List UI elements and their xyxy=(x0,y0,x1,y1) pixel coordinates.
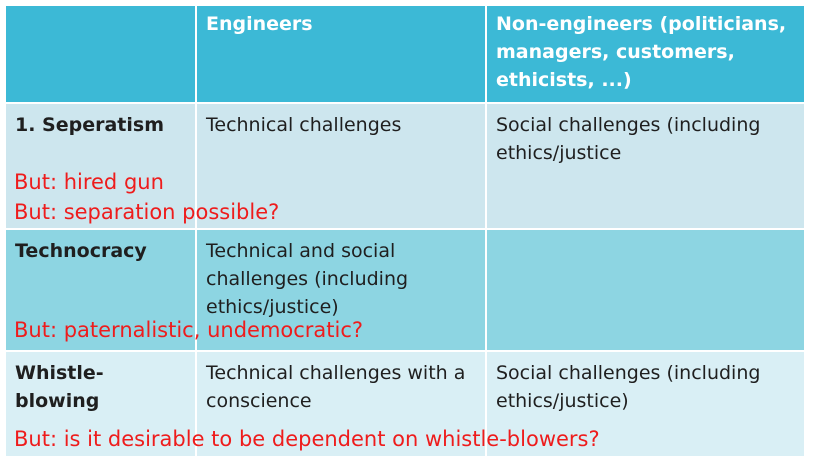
note-hired-gun: But: hired gun xyxy=(14,170,164,194)
table-row-separatism: 1. Seperatism Technical challenges Socia… xyxy=(6,102,804,230)
cell-technocracy-engineers: Technical and social challenges (includi… xyxy=(195,230,485,352)
note-paternalistic: But: paternalistic, undemocratic? xyxy=(14,318,364,342)
note-whistle-blowers-dependency: But: is it desirable to be dependent on … xyxy=(14,427,600,451)
table-header-row: Engineers Non-engineers (politicians, ma… xyxy=(6,6,804,102)
row-label-technocracy: Technocracy xyxy=(15,240,147,262)
header-cell-non-engineers: Non-engineers (politicians, managers, cu… xyxy=(485,6,804,102)
cell-technocracy-non-engineers xyxy=(485,230,804,352)
cell-separatism-engineers: Technical challenges xyxy=(195,104,485,230)
cell-separatism-non-engineers: Social challenges (including ethics/just… xyxy=(485,104,804,230)
comparison-table: Engineers Non-engineers (politicians, ma… xyxy=(6,6,804,456)
header-cell-empty xyxy=(6,6,195,102)
row-label-separatism: 1. Seperatism xyxy=(15,114,165,136)
cell-whistle-blowing-non-engineers: Social challenges (including ethics/just… xyxy=(485,352,804,456)
cell-whistle-blowing-engineers: Technical challenges with a conscience xyxy=(195,352,485,456)
note-separation-possible: But: separation possible? xyxy=(14,200,280,224)
table-row-whistle-blowing: Whistle-blowing Technical challenges wit… xyxy=(6,350,804,456)
row-label-whistle-blowing: Whistle-blowing xyxy=(15,362,104,412)
table-row-technocracy: Technocracy Technical and social challen… xyxy=(6,228,804,352)
header-cell-engineers: Engineers xyxy=(195,6,485,102)
